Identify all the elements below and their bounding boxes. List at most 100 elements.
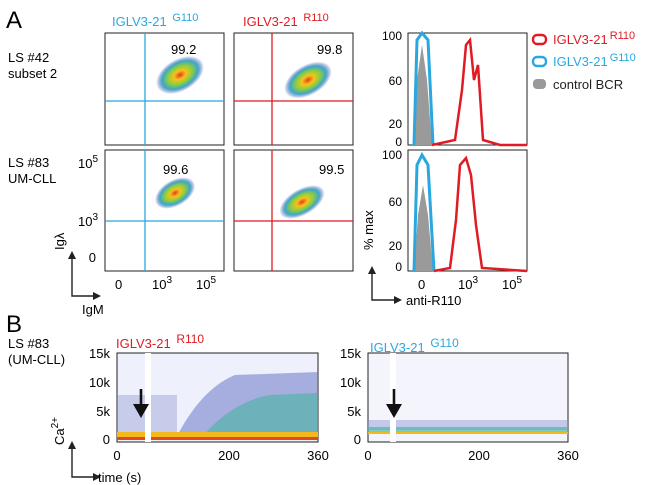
- histogram-axis-arrows: [371, 272, 396, 301]
- panel-label-b: B: [6, 311, 22, 338]
- flux-ylabel: Ca2+: [50, 417, 67, 445]
- ytick-1e3-base: 10: [78, 214, 92, 229]
- legend-label-r110-sup: R110: [610, 30, 635, 42]
- histogram-legend: IGLV3-21 R110 IGLV3-21 G110 control BCR: [531, 30, 636, 92]
- hist-xtick-0: 0: [418, 277, 425, 292]
- column-title-r110-sup: R110: [303, 12, 328, 24]
- x-arrow-head: [93, 292, 101, 300]
- flux-plot-r110: [116, 352, 319, 443]
- hist-xtick-1e3-exp: 3: [472, 275, 478, 286]
- hist-top-ytick-0: 0: [395, 135, 402, 149]
- dotplot-ylabel: Igλ: [52, 232, 67, 250]
- legend-label-r110-name: IGLV3-21: [553, 32, 608, 47]
- dotplot-y-ticks: 105 103 0: [78, 154, 98, 265]
- dotplot-top-left: 99.2: [104, 32, 225, 146]
- column-title-g110-sup: G110: [172, 12, 198, 24]
- legend-label-g110: IGLV3-21 G110: [553, 52, 636, 69]
- hist-xtick-1e5-base: 10: [502, 277, 516, 292]
- hist-bottom-ytick-60: 60: [389, 195, 403, 209]
- flux-left-ytick-5k: 5k: [96, 404, 110, 419]
- hist-top-ytick-100: 100: [382, 29, 402, 43]
- legend-swatch-control: [533, 79, 546, 89]
- ytick-1e5-base: 10: [78, 156, 92, 171]
- legend-label-control: control BCR: [553, 77, 623, 92]
- ytick-0: 0: [89, 250, 96, 265]
- dotplot-axis-arrows: [71, 257, 95, 297]
- xtick-1e5-exp: 5: [210, 275, 216, 286]
- hist-top-ytick-20: 20: [389, 117, 403, 131]
- flux-right-ytick-15k: 15k: [340, 346, 361, 361]
- xtick-1e5-base: 10: [196, 277, 210, 292]
- histogram-ylabel: % max: [361, 210, 376, 250]
- hist-y-arrow-head: [368, 266, 376, 274]
- ytick-1e3: 103: [78, 212, 98, 229]
- legend-label-g110-name: IGLV3-21: [553, 54, 608, 69]
- dotplot-x-ticks: 0 103 105: [115, 275, 216, 292]
- ytick-1e5-exp: 5: [92, 154, 98, 165]
- ytick-1e5: 105: [78, 154, 98, 171]
- panel-label-a: A: [6, 7, 22, 34]
- flux-plot-g110: [367, 352, 569, 443]
- flux-right-xtick-0: 0: [364, 448, 371, 463]
- flux-left-ytick-10k: 10k: [89, 375, 110, 390]
- sample-label-2-id: LS #83: [8, 155, 49, 170]
- sample-label-b-id: LS #83: [8, 336, 49, 351]
- sample-label-1-sub: subset 2: [8, 66, 57, 81]
- flux-right-xtick-200: 200: [468, 448, 490, 463]
- flux-y-arrow-head: [68, 441, 76, 449]
- hist-top-ytick-60: 60: [389, 74, 403, 88]
- xtick-1e3: 103: [152, 275, 172, 292]
- legend-label-g110-sup: G110: [610, 52, 636, 64]
- xtick-1e5: 105: [196, 275, 216, 292]
- column-title-r110: IGLV3-21 R110: [243, 12, 329, 29]
- dotplot-xlabel: IgM: [82, 302, 104, 317]
- sample-label-1-id: LS #42: [8, 50, 49, 65]
- flux-y-ticks-left: 15k 10k 5k 0: [89, 346, 110, 447]
- hist-xtick-1e3: 103: [458, 275, 478, 292]
- ytick-1e3-exp: 3: [92, 212, 98, 223]
- flux-left-xtick-0: 0: [113, 448, 120, 463]
- flux-title-g110-name: IGLV3-21: [370, 340, 425, 355]
- flux-y-ticks-right: 15k 10k 5k 0: [340, 346, 361, 447]
- sample-label-b: LS #83 (UM-CLL): [8, 336, 65, 367]
- column-title-g110: IGLV3-21 G110: [112, 12, 198, 29]
- flux-x-ticks-left: 0 200 360: [113, 448, 328, 463]
- column-title-g110-name: IGLV3-21: [112, 14, 167, 29]
- histogram-xlabel: anti-R110: [406, 293, 461, 308]
- hist-bottom-ytick-0: 0: [395, 260, 402, 274]
- flux-title-r110: IGLV3-21 R110: [116, 332, 204, 351]
- xtick-0: 0: [115, 277, 122, 292]
- gate-percentage-2: 99.8: [317, 42, 342, 57]
- flux-title-r110-name: IGLV3-21: [116, 336, 171, 351]
- stimulus-arrow-icon: [133, 404, 149, 418]
- histogram-x-ticks: 0 103 105: [418, 275, 522, 292]
- gate-percentage-4: 99.5: [319, 162, 344, 177]
- flux-title-g110: IGLV3-21 G110: [370, 336, 459, 355]
- histogram-y-ticks-top: 100 60 20 0: [382, 29, 402, 149]
- hist-bottom-ytick-20: 20: [389, 239, 403, 253]
- legend-label-r110: IGLV3-21 R110: [553, 30, 635, 47]
- hist-xtick-1e5: 105: [502, 275, 522, 292]
- stimulus-arrow-icon: [386, 404, 402, 418]
- flux-left-xtick-360: 360: [307, 448, 329, 463]
- histogram-bottom: [407, 149, 528, 273]
- flux-right-xtick-360: 360: [557, 448, 579, 463]
- flux-title-g110-sup: G110: [430, 336, 459, 350]
- dotplot-bottom-left: 99.6: [104, 149, 225, 272]
- flux-title-r110-sup: R110: [176, 332, 204, 346]
- dotplot-bottom-right: 99.5: [233, 149, 354, 272]
- xtick-1e3-base: 10: [152, 277, 166, 292]
- hist-xtick-1e5-exp: 5: [516, 275, 522, 286]
- column-title-r110-name: IGLV3-21: [243, 14, 298, 29]
- hist-xtick-1e3-base: 10: [458, 277, 472, 292]
- flux-ylabel-base: Ca: [52, 428, 67, 445]
- xtick-1e3-exp: 3: [166, 275, 172, 286]
- flux-x-ticks-right: 0 200 360: [364, 448, 578, 463]
- flux-left-xtick-200: 200: [218, 448, 240, 463]
- sample-label-b-sub: (UM-CLL): [8, 352, 65, 367]
- legend-swatch-g110: [531, 55, 548, 68]
- y-arrow-head: [68, 251, 76, 259]
- flux-right-ytick-0: 0: [354, 432, 361, 447]
- histogram-y-ticks-bottom: 100 60 20 0: [382, 148, 402, 274]
- flux-right-ytick-10k: 10k: [340, 375, 361, 390]
